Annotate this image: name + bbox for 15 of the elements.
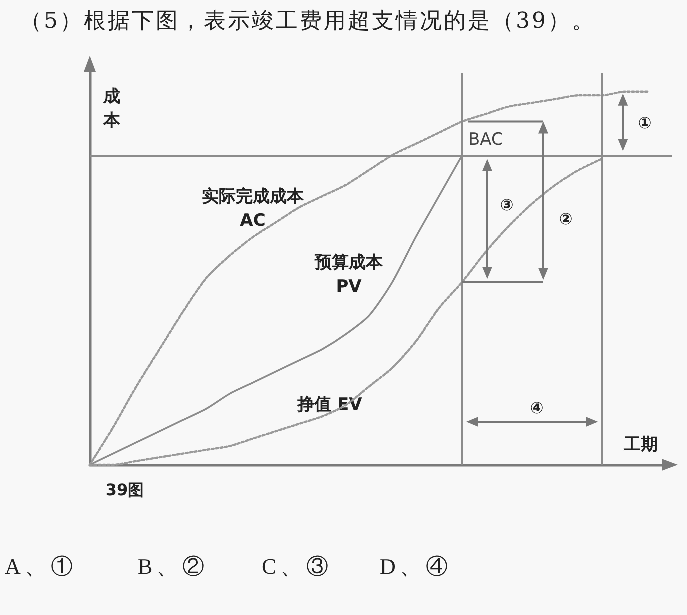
text: C、③	[262, 553, 333, 581]
annotation: ①	[638, 114, 652, 132]
text: 39图	[106, 480, 144, 500]
text: B、②	[138, 553, 209, 581]
annotation: ③	[500, 196, 514, 214]
chart-title: （5）根据下图，表示竣工费用超支情况的是（39）。	[20, 8, 596, 36]
annotation: ②	[559, 210, 573, 228]
annotation: ④	[530, 398, 544, 418]
y-axis-title: 成本	[102, 87, 122, 131]
text: D、④	[380, 553, 452, 581]
x-axis-title: 工期	[623, 435, 658, 455]
text: A、①	[5, 553, 77, 581]
series-label: 预算成本 PV	[314, 253, 384, 297]
ref-line-label: BAC	[468, 130, 504, 150]
series-label: 实际完成成本 AC	[202, 187, 305, 231]
